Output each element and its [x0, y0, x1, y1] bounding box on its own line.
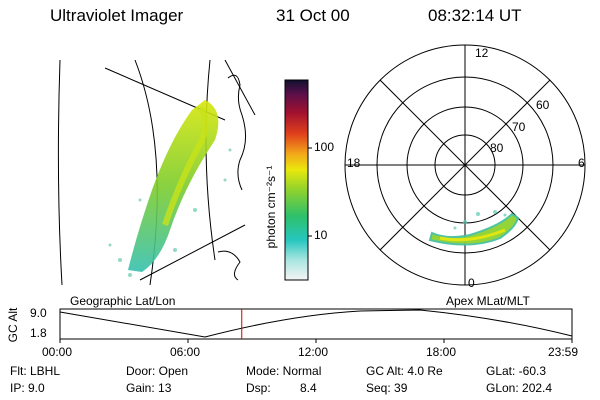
- coastline: [217, 74, 246, 281]
- aurora-band-geo: [128, 100, 219, 272]
- mlt-label-bottom: 0: [468, 276, 475, 290]
- status-ip: IP: 9.0: [10, 381, 45, 395]
- mlt-label-top: 12: [475, 46, 489, 60]
- altitude-xtick-0600: 06:00: [170, 345, 201, 359]
- altitude-ytick-bottom: 1.8: [30, 326, 47, 340]
- mlt-label-right: 6: [578, 156, 585, 170]
- status-door: Door: Open: [126, 364, 189, 378]
- altitude-xtick-0000: 00:00: [42, 345, 73, 359]
- aurora-band-polar: [428, 212, 520, 246]
- altitude-ylabel: GC Alt: [6, 307, 20, 343]
- colorbar-tick-10: 10: [314, 228, 328, 242]
- projection-left-label: Geographic Lat/Lon: [70, 294, 176, 308]
- colorbar-tick-100: 100: [314, 140, 335, 154]
- altitude-xtick-1800: 18:00: [426, 345, 457, 359]
- altitude-ytick-top: 9.0: [30, 306, 47, 320]
- date-label: 31 Oct 00: [276, 6, 350, 25]
- status-gc-alt: GC Alt: 4.0 Re: [366, 364, 443, 378]
- lat-label-80: 80: [490, 141, 504, 155]
- lat-label-70: 70: [512, 120, 526, 134]
- instrument-title: Ultraviolet Imager: [50, 6, 184, 25]
- status-glon: GLon: 202.4: [486, 381, 553, 395]
- altitude-curve: [59, 309, 573, 338]
- projection-right-label: Apex MLat/MLT: [446, 294, 530, 308]
- altitude-xtick-2359: 23:59: [548, 345, 579, 359]
- status-gain: Gain: 13: [126, 381, 172, 395]
- status-glat: GLat: -60.3: [486, 364, 547, 378]
- lat-label-60: 60: [536, 98, 550, 112]
- status-dsp-value: 8.4: [300, 381, 317, 395]
- status-seq: Seq: 39: [366, 381, 408, 395]
- status-filter: Flt: LBHL: [10, 364, 61, 378]
- altitude-xtick-1200: 12:00: [298, 345, 329, 359]
- time-label: 08:32:14 UT: [428, 6, 522, 25]
- mlt-label-left: 18: [347, 156, 361, 170]
- status-dsp-label: Dsp:: [246, 381, 271, 395]
- status-mode: Mode: Normal: [246, 364, 322, 378]
